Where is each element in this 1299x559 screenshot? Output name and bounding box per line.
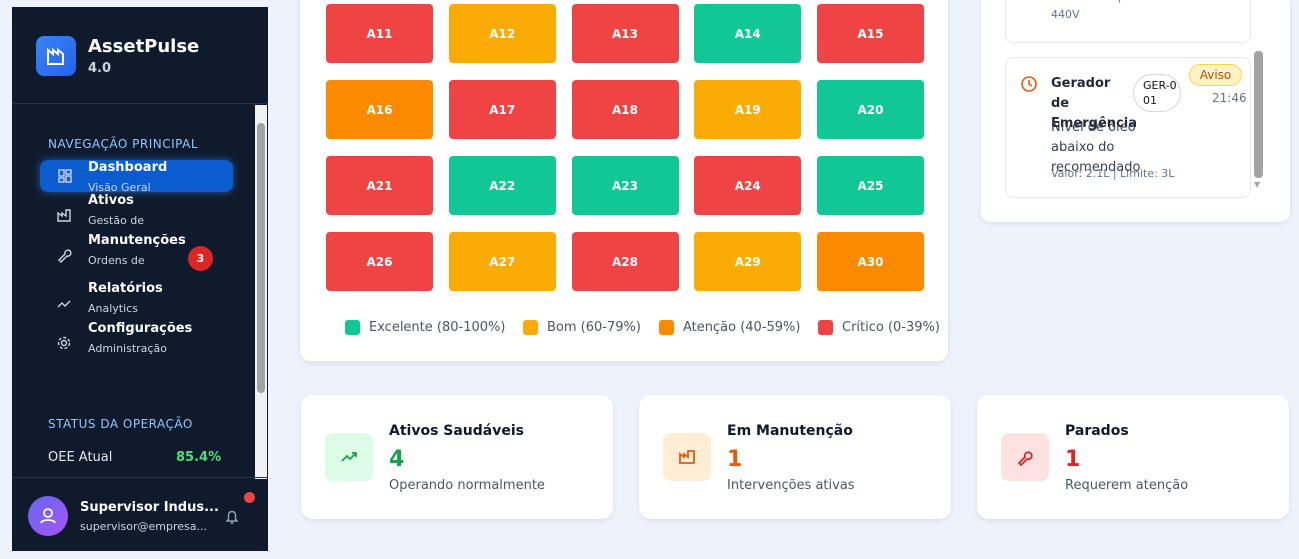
- alert-time: 21:46: [1212, 91, 1247, 105]
- nav-item[interactable]: Dashboard Visão Geral: [40, 160, 233, 192]
- asset-tile[interactable]: A30: [817, 232, 924, 291]
- asset-tile[interactable]: A25: [817, 156, 924, 215]
- legend-label: Bom (60-79%): [547, 320, 641, 335]
- alert-title: Gerador de Emergência: [1051, 76, 1137, 131]
- legend-label: Excelente (80-100%): [369, 320, 506, 335]
- nav-sub: Visão Geral: [88, 181, 151, 192]
- stat-value: 4: [389, 447, 405, 472]
- stat-sub: Operando normalmente: [389, 478, 545, 493]
- stat-sub: Requerem atenção: [1065, 478, 1189, 493]
- nav-label: Relatórios: [88, 281, 163, 296]
- scrollbar: ▼: [1254, 51, 1263, 191]
- nav-sub: Ordens de Serviço: [88, 254, 145, 267]
- asset-tile[interactable]: A27: [448, 232, 556, 291]
- nav-icon: [57, 336, 71, 350]
- nav-label: Manutenções: [88, 233, 186, 248]
- asset-tile[interactable]: A29: [694, 232, 802, 291]
- status-title: STATUS DA OPERAÇÃO: [48, 417, 193, 431]
- avatar: [28, 496, 68, 536]
- scrollbar: [255, 105, 267, 479]
- stat-card: Em Manutenção 1 Intervenções ativas: [639, 395, 951, 519]
- legend-label: Atenção (40-59%): [683, 320, 801, 335]
- brand: AssetPulse: [88, 36, 200, 57]
- stat-title: Em Manutenção: [727, 423, 853, 439]
- nav-badge: 3: [188, 246, 213, 271]
- asset-tile[interactable]: A23: [571, 156, 679, 215]
- bell[interactable]: [222, 507, 242, 531]
- alert-message: Nível de óleo abaixo do recomendado: [1051, 120, 1141, 175]
- alert-detail: Valor: 2.1L | Limite: 3L: [1051, 167, 1175, 180]
- asset-grid-card: A11 A12 A13 A14 A15 A16 A17 A18 A19 A20 A21 A22 A23 A…: [300, 0, 948, 361]
- nav-icon: [57, 209, 71, 222]
- legend-label: Crítico (0-39%): [842, 320, 940, 335]
- sidebar: AssetPulse 4.0 NAVEGAÇÃO PRINCIPAL STATU…: [12, 7, 268, 551]
- nav-label: Configurações: [88, 321, 193, 336]
- nav-icon: [57, 300, 71, 308]
- divider: [12, 103, 268, 104]
- nav-item[interactable]: Ativos Gestão de Equipamentos: [48, 193, 238, 231]
- nav-icon: [58, 169, 72, 183]
- asset-tile[interactable]: A20: [817, 80, 924, 139]
- nav-sub: Analytics: [88, 302, 138, 315]
- nav-sub: Gestão de Equipamentos: [88, 214, 145, 227]
- alert-level: Aviso: [1189, 64, 1242, 86]
- nav-label: Dashboard: [88, 160, 168, 175]
- asset-tile[interactable]: A19: [694, 80, 802, 139]
- asset-tile[interactable]: A11: [326, 4, 433, 63]
- asset-tile[interactable]: A28: [571, 232, 679, 291]
- alerts-card: Valor: 380V | Limite: 440V Gerador de Em…: [981, 0, 1290, 222]
- clock-icon: [1021, 76, 1037, 92]
- legend-swatch: [345, 320, 360, 335]
- asset-tile[interactable]: A17: [448, 80, 556, 139]
- alert-detail: Valor: 380V | Limite: 440V: [1051, 0, 1163, 21]
- asset-tile[interactable]: A13: [571, 4, 679, 63]
- nav-item[interactable]: Relatórios Analytics: [48, 281, 238, 319]
- asset-tile[interactable]: A21: [326, 156, 433, 215]
- stat-value: 1: [1065, 447, 1081, 472]
- stat-value: 1: [727, 447, 743, 472]
- nav-item[interactable]: Configurações Administração: [48, 321, 238, 359]
- stat-card: Ativos Saudáveis 4 Operando normalmente: [301, 395, 613, 519]
- notification-dot: [244, 492, 255, 503]
- asset-tile[interactable]: A14: [694, 4, 802, 63]
- stat-icon: [1001, 433, 1049, 481]
- asset-tile[interactable]: A16: [326, 80, 433, 139]
- user-name: Supervisor Indus...: [80, 500, 219, 515]
- nav-title: NAVEGAÇÃO PRINCIPAL: [48, 137, 199, 151]
- asset-tile[interactable]: A22: [448, 156, 556, 215]
- status-value: 85.4%: [176, 450, 222, 465]
- stat-icon: [663, 433, 711, 481]
- logo: [36, 36, 76, 76]
- stat-card: Parados 1 Requerem atenção: [977, 395, 1289, 519]
- alert-item: Valor: 380V | Limite: 440V: [1005, 0, 1251, 43]
- stat-sub: Intervenções ativas: [727, 478, 855, 493]
- asset-code: GER-001: [1133, 74, 1181, 112]
- nav-label: Ativos: [88, 193, 134, 208]
- asset-tile[interactable]: A12: [448, 4, 556, 63]
- asset-tile[interactable]: A26: [326, 232, 433, 291]
- nav-icon: [58, 249, 72, 263]
- asset-tile[interactable]: A24: [694, 156, 802, 215]
- status-label: OEE Atual: [48, 450, 113, 465]
- nav-sub: Administração: [88, 342, 167, 355]
- legend-swatch: [818, 320, 833, 335]
- asset-tile[interactable]: A15: [817, 4, 924, 63]
- stat-icon: [325, 433, 373, 481]
- legend-swatch: [523, 320, 538, 335]
- legend-swatch: [659, 320, 674, 335]
- divider: [12, 477, 268, 478]
- user-email: supervisor@empresa...: [80, 520, 207, 533]
- nav-item[interactable]: Manutenções Ordens de Serviço: [48, 233, 238, 271]
- asset-tile[interactable]: A18: [571, 80, 679, 139]
- stat-title: Parados: [1065, 423, 1129, 439]
- version: 4.0: [88, 61, 112, 76]
- stat-title: Ativos Saudáveis: [389, 423, 524, 439]
- alert-item: Gerador de Emergência GER-001 Aviso 21:4…: [1005, 57, 1251, 198]
